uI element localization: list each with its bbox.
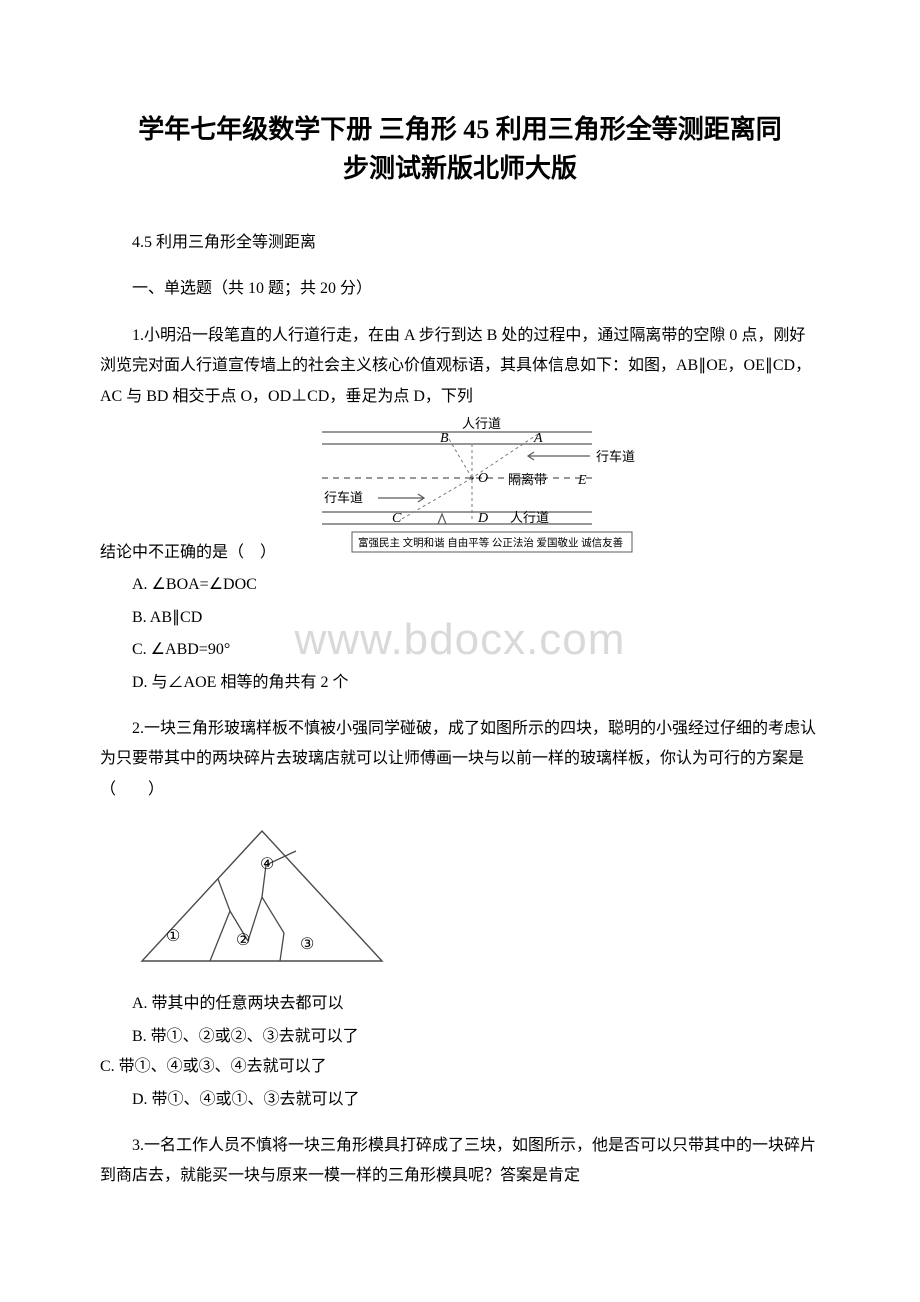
q1-option-c: C. ∠ABD=90°	[100, 635, 820, 665]
q2-figure: ① ② ③ ④	[132, 821, 820, 987]
q1-tail: 结论中不正确的是（ ）	[100, 538, 276, 568]
q2-text: 2.一块三角形玻璃样板不慎被小强同学碰破，成了如图所示的四块，聪明的小强经过仔细…	[100, 714, 820, 805]
q1-slogan: 富强民主 文明和谐 自由平等 公正法治 爱国敬业 诚信友善	[358, 536, 623, 549]
svg-text:①: ①	[166, 928, 180, 945]
svg-text:隔离带: 隔离带	[508, 472, 547, 487]
svg-text:E: E	[577, 473, 587, 488]
svg-text:A: A	[533, 431, 543, 446]
q2-option-c: C. 带①、④或③、④去就可以了	[100, 1052, 820, 1082]
svg-text:③: ③	[300, 936, 314, 953]
svg-text:人行道: 人行道	[510, 510, 549, 525]
svg-text:人行道: 人行道	[462, 416, 501, 431]
svg-text:B: B	[440, 431, 449, 446]
q2-option-a: A. 带其中的任意两块去都可以	[100, 989, 820, 1019]
q1-figure: 人行道 B A 行车道 O 隔离带 E 行车道	[282, 412, 652, 568]
svg-text:行车道: 行车道	[596, 449, 635, 464]
q1-option-a: A. ∠BOA=∠DOC	[100, 570, 820, 600]
section-heading: 4.5 利用三角形全等测距离	[100, 228, 820, 258]
q1-text: 1.小明沿一段笔直的人行道行走，在由 A 步行到达 B 处的过程中，通过隔离带的…	[100, 321, 820, 412]
svg-text:C: C	[392, 511, 402, 526]
q2-option-b: B. 带①、②或②、③去就可以了	[100, 1022, 820, 1052]
svg-text:②: ②	[236, 932, 250, 949]
part1-heading: 一、单选题（共 10 题；共 20 分）	[100, 274, 820, 304]
svg-text:④: ④	[260, 856, 274, 873]
title-line-2: 步测试新版北师大版	[343, 154, 577, 183]
q1-option-d: D. 与∠AOE 相等的角共有 2 个	[100, 668, 820, 698]
q2-option-d: D. 带①、④或①、③去就可以了	[100, 1085, 820, 1115]
title-line-1: 学年七年级数学下册 三角形 45 利用三角形全等测距离同	[138, 115, 782, 144]
svg-text:行车道: 行车道	[324, 490, 363, 505]
svg-text:D: D	[477, 511, 488, 526]
q3-text: 3.一名工作人员不慎将一块三角形模具打碎成了三块，如图所示，他是否可以只带其中的…	[100, 1131, 820, 1192]
document-title: 学年七年级数学下册 三角形 45 利用三角形全等测距离同 步测试新版北师大版	[100, 110, 820, 188]
svg-text:O: O	[478, 471, 488, 486]
q1-option-b: B. AB∥CD	[100, 603, 820, 633]
